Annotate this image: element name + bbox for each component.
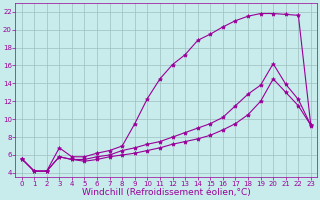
X-axis label: Windchill (Refroidissement éolien,°C): Windchill (Refroidissement éolien,°C) bbox=[82, 188, 251, 197]
